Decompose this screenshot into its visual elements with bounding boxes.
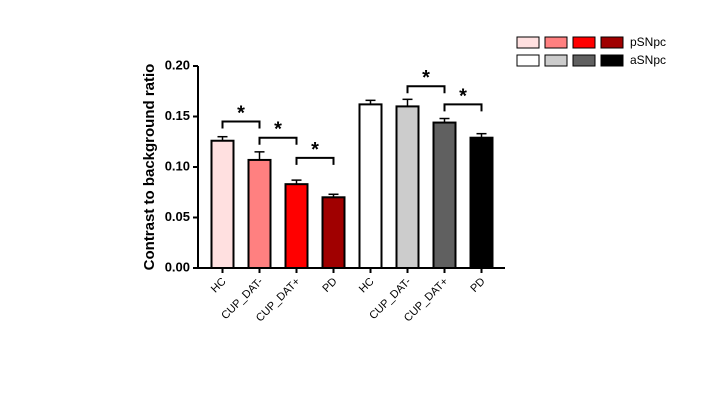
significance-label: * xyxy=(459,85,467,107)
y-tick-label: 0.00 xyxy=(165,259,190,274)
bar xyxy=(247,158,272,269)
x-tick-label: PD xyxy=(320,276,339,295)
significance-bracket xyxy=(406,85,446,94)
legend-swatch xyxy=(600,36,624,49)
significance-label: * xyxy=(311,139,319,161)
bar xyxy=(469,136,494,269)
bar xyxy=(395,105,420,270)
bar xyxy=(210,139,235,270)
legend-swatch xyxy=(544,36,568,49)
significance-bracket xyxy=(295,156,335,165)
legend-swatch xyxy=(572,54,596,67)
x-tick-label: PD xyxy=(468,276,487,295)
bar xyxy=(432,121,457,269)
legend-swatch xyxy=(516,54,540,67)
legend-label: pSNpc xyxy=(630,35,666,49)
significance-label: * xyxy=(274,119,282,141)
y-tick-label: 0.05 xyxy=(165,209,190,224)
significance-label: * xyxy=(237,103,245,125)
legend-swatch xyxy=(572,36,596,49)
legend-swatch xyxy=(544,54,568,67)
y-tick-label: 0.20 xyxy=(165,57,190,72)
significance-bracket xyxy=(443,103,483,112)
legend-label: aSNpc xyxy=(630,53,666,67)
legend-swatch xyxy=(600,54,624,67)
significance-bracket xyxy=(221,120,261,129)
significance-bracket xyxy=(258,136,298,145)
x-tick-label: HC xyxy=(357,276,377,296)
y-axis-label: Contrast to background ratio xyxy=(141,64,158,271)
x-tick-label: HC xyxy=(209,276,229,296)
bar xyxy=(358,103,383,269)
bar xyxy=(321,196,346,269)
y-tick-label: 0.15 xyxy=(165,108,190,123)
bar xyxy=(284,183,309,269)
significance-label: * xyxy=(422,67,430,89)
legend-swatch xyxy=(516,36,540,49)
y-tick-label: 0.10 xyxy=(165,158,190,173)
